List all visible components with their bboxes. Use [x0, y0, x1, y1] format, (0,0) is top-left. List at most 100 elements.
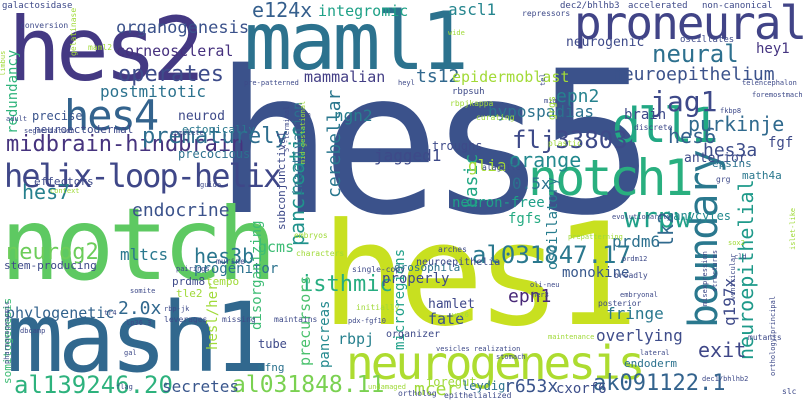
- word-gelatinase: gelatinase: [69, 7, 78, 56]
- word-epn2: epn2: [556, 86, 600, 107]
- word-galactosidase: galactosidase: [2, 1, 73, 11]
- word-endoderm: endoderm: [624, 357, 677, 370]
- word-neurod: neurod: [178, 109, 225, 124]
- word-phylogenetic: phylogenetic: [6, 304, 115, 322]
- word-limbus: limbus: [0, 50, 7, 76]
- word-segmentation: segmentation: [24, 127, 75, 135]
- word-prdm6: prdm6: [612, 232, 661, 251]
- word-fringe: fringe: [606, 304, 664, 323]
- word-rbpj: rbpj: [338, 330, 375, 348]
- word-ts12: ts12: [416, 66, 460, 87]
- word-monokine: monokine: [562, 265, 630, 281]
- word-her3: her3: [532, 291, 549, 299]
- word-flag: flag: [116, 383, 133, 391]
- word-somite: somite: [130, 287, 156, 295]
- word-evolutionarily: evolutionarily: [612, 213, 672, 221]
- word-lcm: lcm: [298, 111, 311, 119]
- word-5-terminal: 5'-terminal: [283, 105, 291, 152]
- word-rbpjkappa: rbpjkappa: [450, 99, 494, 108]
- word-lp36-3: lp36.3: [126, 319, 152, 327]
- word-murine: murine: [216, 257, 245, 266]
- word-dec1-bhlhb2: dec1/bhlhb2: [702, 375, 749, 383]
- word-hes3b: hes3b: [194, 244, 255, 268]
- word-undamaged: undamaged: [368, 383, 406, 391]
- word-wide: wide: [448, 29, 465, 37]
- word-hes2: hes2: [8, 0, 205, 101]
- word-leydig: leydig: [462, 379, 506, 393]
- word-epsins: epsins: [712, 157, 752, 170]
- word-sox2: sox2: [728, 239, 745, 247]
- word-adult: adult: [6, 115, 28, 123]
- word-e124x: e124x: [252, 0, 313, 22]
- word-context: context: [50, 187, 80, 195]
- word-jag1: jag1: [650, 85, 718, 118]
- word-plastic: plastic: [548, 139, 582, 148]
- word-notch1: notch1: [528, 149, 694, 207]
- word-neurogenesis: neurogenesis: [346, 336, 645, 390]
- word-2-0x: 2.0x: [118, 298, 162, 319]
- word-overlying: overlying: [596, 326, 683, 345]
- word-postmitotic: postmitotic: [100, 82, 206, 101]
- word-slc: slc: [782, 387, 797, 396]
- word-foremostmach: foremostmach: [752, 91, 803, 99]
- word-prematurely: prematurely: [142, 124, 288, 149]
- word-lateral: lateral: [640, 349, 670, 357]
- word-islet-like: islet-like: [789, 207, 797, 250]
- word-properly: properly: [382, 271, 450, 287]
- word-mutants: mutants: [748, 333, 782, 342]
- word-tube: tube: [258, 337, 287, 351]
- word-pre-patterned: pre-patterned: [244, 79, 299, 87]
- word-hamlet: hamlet: [428, 297, 475, 312]
- word-structures: structures: [711, 249, 719, 292]
- word-prdm12: prdm12: [622, 255, 648, 263]
- word-cxorf6: cxorf6: [556, 381, 607, 397]
- word-organogenesis: organogenesis: [116, 18, 250, 38]
- word-neuroepithelium: neuroepithelium: [612, 64, 775, 85]
- word-oli-neu: oli-neu: [530, 281, 560, 289]
- word-grgs: grgs: [547, 95, 558, 120]
- word-prdm8: prdm8: [172, 275, 206, 288]
- word-embryos: embryos: [294, 231, 328, 240]
- word-dbcamp: dbcamp: [20, 327, 46, 335]
- word-mammalian: mammalian: [304, 68, 386, 86]
- word-mltcs: mltcs: [120, 245, 169, 264]
- word-precocious: precocious: [178, 147, 251, 161]
- word-hes3a: hes3a: [703, 140, 758, 161]
- word-pancreas: pancreas: [317, 300, 333, 368]
- word-dec2-bhlhb3: dec2/bhlhb3: [560, 1, 620, 11]
- word-glia: glia: [468, 156, 507, 175]
- word-progenitor: progenitor: [194, 261, 279, 277]
- word-disorganizing: disorganizing: [249, 220, 265, 330]
- word-repressors: repressors: [522, 9, 571, 18]
- word-neuroectodermal: neuroectodermal: [34, 123, 134, 136]
- word-ortholog: ortholog: [398, 389, 437, 398]
- word-hes1: hes1: [321, 193, 639, 358]
- word-pdx-fgf10: pdx-fgf10: [348, 317, 386, 325]
- word-curating: curating: [476, 113, 515, 122]
- word-purkinje: purkinje: [688, 112, 785, 136]
- word-integromic: integromic: [318, 2, 409, 20]
- word-fgf: fgf: [768, 135, 794, 151]
- word-midbrain-hindbrain: midbrain-hindbrain: [6, 132, 245, 157]
- word-epithelialized: epithelialized: [444, 391, 512, 400]
- word-prepatterning: prepatterning: [568, 233, 623, 241]
- word-fgfs: fgfs: [508, 211, 542, 227]
- word-notch: notch: [0, 186, 277, 303]
- word-broadly: broadly: [614, 271, 648, 280]
- word-single-copy: single-copy: [352, 265, 405, 274]
- word-neurog2: neurog2: [6, 240, 99, 265]
- word-dll1: dll1: [612, 98, 719, 154]
- word-0-5x: 0.5x: [512, 174, 551, 193]
- word-tle2: tle2: [176, 287, 203, 300]
- word-exit: exit: [698, 338, 747, 362]
- word-epn1: epn1: [508, 286, 552, 307]
- word-epidermoblast: epidermoblast: [452, 68, 570, 86]
- word-maml1: maml1: [244, 0, 469, 88]
- word-mfng: mfng: [258, 361, 285, 374]
- word-cld: cld: [734, 253, 747, 261]
- word-pharmacogenomic: pharmacogenomic: [3, 300, 11, 364]
- word-tr4: tr4: [104, 309, 117, 317]
- word-neural: neural: [652, 40, 739, 68]
- word-fkbp8: fkbp8: [720, 107, 742, 115]
- word-initially: initially: [356, 303, 400, 312]
